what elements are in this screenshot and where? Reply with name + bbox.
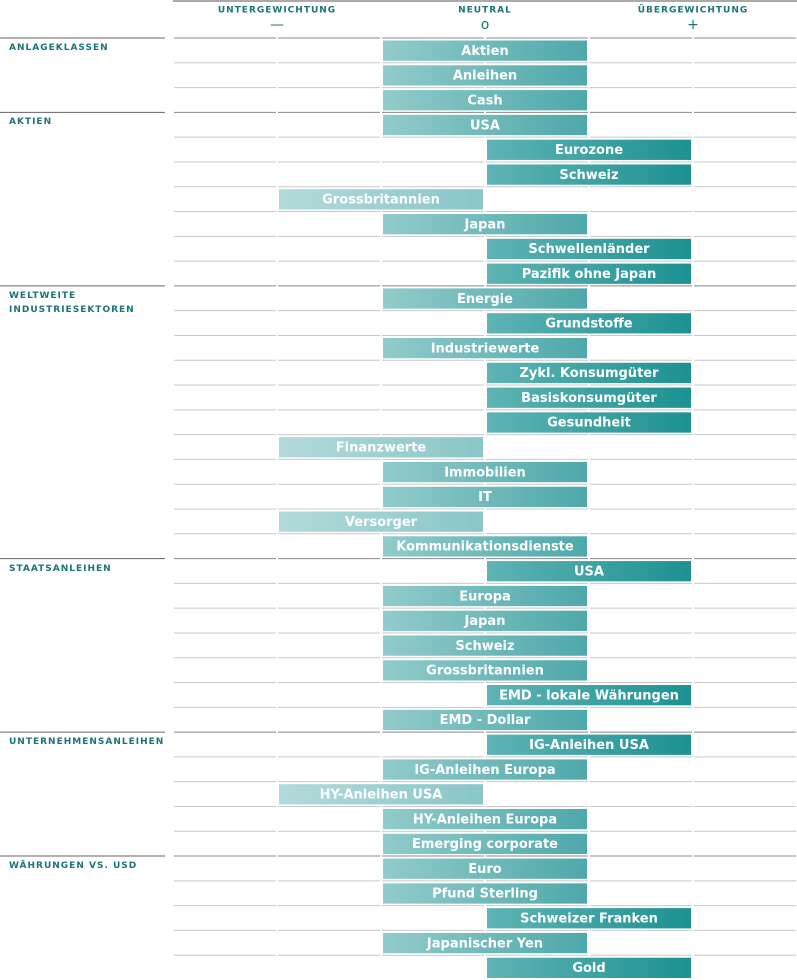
section-label: STAATSANLEIHEN	[9, 563, 112, 574]
bar	[383, 114, 587, 136]
bar	[487, 734, 691, 755]
x-tick-label: +	[687, 17, 699, 33]
bar-label: Japan	[464, 614, 506, 629]
bar-label: EMD - lokale Währungen	[499, 688, 679, 703]
section-label: ANLAGEKLASSEN	[9, 43, 109, 53]
bar	[279, 189, 483, 210]
bar	[487, 957, 691, 978]
bar	[487, 561, 691, 582]
bar-label: Gesundheit	[547, 416, 631, 431]
bar	[383, 288, 587, 309]
bar-label: Schweiz	[559, 168, 618, 183]
bar	[383, 660, 587, 681]
bar-label: HY-Anleihen USA	[320, 788, 443, 803]
bar	[487, 908, 691, 929]
bar	[487, 412, 691, 433]
bar-label: Schweizer Franken	[520, 912, 658, 927]
x-tick-label: o	[481, 17, 490, 33]
bar-label: Japanischer Yen	[426, 936, 543, 951]
bar-label: Pazifik ohne Japan	[522, 267, 657, 282]
section-label: WELTWEITE INDUSTRIESEKTOREN	[9, 290, 135, 315]
bar-label: Versorger	[345, 515, 418, 530]
bar	[383, 214, 587, 235]
scale-label: ÜBERGEWICHTUNG	[638, 5, 749, 16]
bar	[279, 784, 483, 805]
bar-label: Japan	[464, 217, 506, 232]
bar	[383, 486, 587, 507]
bar-label: Aktien	[461, 44, 508, 59]
bar-label: EMD - Dollar	[440, 713, 531, 728]
bar-label: Eurozone	[555, 143, 623, 158]
x-tick-label: —	[270, 17, 284, 33]
bar-label: Gold	[572, 961, 605, 976]
scale-label: NEUTRAL	[458, 6, 512, 16]
bar	[383, 932, 587, 954]
bar-label: Euro	[468, 862, 502, 877]
bar-label: Europa	[459, 589, 511, 604]
bar-label: Cash	[467, 93, 502, 108]
bar	[383, 461, 587, 483]
bar	[279, 437, 483, 458]
section-label: UNTERNEHMENSANLEIHEN	[9, 737, 165, 748]
bar	[487, 685, 691, 706]
bar	[383, 65, 587, 86]
bar-label: Immobilien	[444, 465, 526, 480]
bar	[487, 362, 691, 384]
bar-label: Zykl. Konsumgüter	[519, 366, 659, 381]
section-label: AKTIEN	[9, 117, 53, 128]
bar-label: USA	[574, 564, 604, 579]
bar	[487, 164, 691, 185]
scale-label: UNTERGEWICHTUNG	[218, 6, 336, 16]
bar-label: HY-Anleihen Europa	[413, 812, 557, 827]
bar	[383, 585, 587, 607]
bar	[279, 511, 483, 532]
section-label: WÄHRUNGEN VS. USD	[9, 861, 138, 872]
bar	[487, 238, 691, 260]
bar-label: Anleihen	[453, 69, 517, 84]
bar	[487, 139, 691, 160]
bar-label: Schwellenländer	[528, 242, 650, 257]
bar-label: Energie	[457, 292, 513, 307]
bar-label: Emerging corporate	[412, 837, 558, 852]
bar	[383, 709, 587, 731]
bar	[487, 387, 691, 408]
bar	[383, 759, 587, 780]
bar-label: IG-Anleihen Europa	[414, 763, 555, 778]
bar	[383, 337, 587, 359]
bar	[383, 40, 587, 61]
bar-label: Grossbritannien	[426, 664, 544, 679]
bar	[383, 883, 587, 904]
bar-label: USA	[470, 118, 500, 133]
bar	[383, 635, 587, 656]
bar	[383, 833, 587, 855]
bar	[487, 263, 691, 284]
bar-label: Basiskonsumgüter	[521, 391, 657, 406]
bar	[383, 610, 587, 631]
bar-label: Grundstoffe	[545, 317, 632, 332]
bar-label: Industriewerte	[431, 341, 540, 356]
bar-label: Pfund Sterling	[432, 887, 538, 902]
bar-label: IT	[478, 490, 492, 505]
bar-label: Grossbritannien	[322, 193, 440, 208]
bar	[383, 536, 587, 557]
bar	[383, 90, 587, 111]
bar	[487, 313, 691, 334]
bar-label: Finanzwerte	[336, 441, 427, 456]
bar-label: Kommunikationsdienste	[396, 540, 574, 555]
bar-label: IG-Anleihen USA	[529, 738, 649, 753]
bar	[383, 858, 587, 879]
bar	[383, 808, 587, 830]
bar-label: Schweiz	[455, 639, 514, 654]
